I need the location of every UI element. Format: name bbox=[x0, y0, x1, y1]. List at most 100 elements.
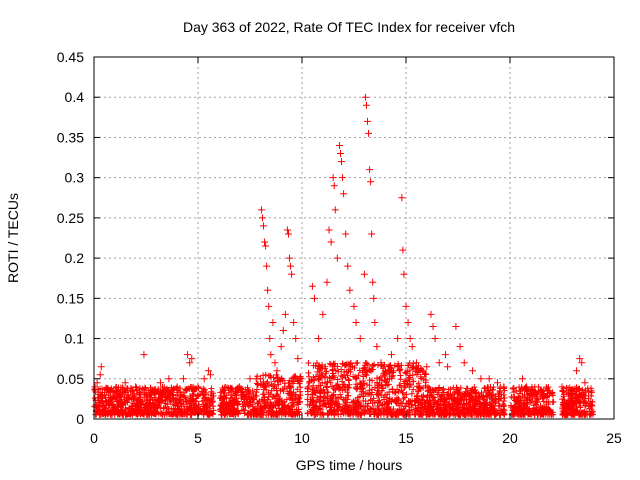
data-point bbox=[578, 359, 586, 367]
data-point bbox=[336, 150, 344, 158]
band-point bbox=[436, 385, 443, 392]
data-point bbox=[518, 375, 526, 383]
band-point bbox=[539, 395, 546, 402]
band-point bbox=[162, 386, 169, 393]
x-tick-label: 25 bbox=[606, 430, 622, 446]
band-point bbox=[164, 385, 171, 392]
band-point bbox=[228, 385, 235, 392]
band-point bbox=[378, 382, 385, 389]
band-point bbox=[289, 411, 296, 418]
x-tick-label: 20 bbox=[502, 430, 518, 446]
band-point bbox=[411, 411, 418, 418]
band-point bbox=[370, 411, 377, 418]
band-point bbox=[339, 378, 346, 385]
band-point bbox=[270, 374, 277, 381]
band-point bbox=[319, 361, 326, 368]
band-point bbox=[334, 376, 341, 383]
band-point bbox=[537, 408, 544, 415]
band-point bbox=[317, 398, 324, 405]
band-point bbox=[262, 371, 269, 378]
band-point bbox=[95, 386, 102, 393]
band-point bbox=[151, 407, 158, 414]
band-point bbox=[521, 391, 528, 398]
band-point bbox=[560, 399, 567, 406]
band-point bbox=[435, 398, 442, 405]
band-point bbox=[330, 385, 337, 392]
x-tick-labels: 0 5 10 15 20 25 bbox=[90, 430, 622, 446]
band-point bbox=[414, 368, 421, 375]
data-point bbox=[304, 383, 312, 391]
band-point bbox=[256, 398, 263, 405]
data-point bbox=[121, 379, 129, 387]
band-point bbox=[566, 404, 573, 411]
band-point bbox=[379, 377, 386, 384]
band-point bbox=[358, 388, 365, 395]
band-point bbox=[133, 384, 140, 391]
band-point bbox=[443, 406, 450, 413]
band-point bbox=[463, 405, 470, 412]
band-point bbox=[116, 411, 123, 418]
y-axis-label: ROTI / TECUs bbox=[5, 193, 21, 283]
band-point bbox=[330, 362, 337, 369]
band-point bbox=[235, 410, 242, 417]
band-point bbox=[410, 378, 417, 385]
data-point bbox=[323, 278, 331, 286]
band-point bbox=[501, 407, 508, 414]
band-point bbox=[178, 405, 185, 412]
band-point bbox=[488, 402, 495, 409]
band-point bbox=[481, 384, 488, 391]
band-point bbox=[404, 368, 411, 375]
data-point bbox=[377, 359, 385, 367]
data-point bbox=[469, 367, 477, 375]
data-point bbox=[246, 375, 254, 383]
band-point bbox=[500, 398, 507, 405]
band-point bbox=[475, 393, 482, 400]
band-point bbox=[257, 382, 264, 389]
band-point bbox=[345, 377, 352, 384]
data-point bbox=[132, 383, 140, 391]
band-point bbox=[438, 392, 445, 399]
band-point bbox=[411, 397, 418, 404]
band-point bbox=[206, 405, 213, 412]
band-point bbox=[361, 364, 368, 371]
data-point bbox=[310, 294, 318, 302]
band-point bbox=[282, 409, 289, 416]
band-point bbox=[330, 398, 337, 405]
data-point bbox=[258, 214, 266, 222]
band-point bbox=[573, 384, 580, 391]
y-tick-label: 0.25 bbox=[57, 210, 84, 226]
band-point bbox=[376, 407, 383, 414]
band-point bbox=[574, 393, 581, 400]
data-point bbox=[399, 246, 407, 254]
data-point bbox=[308, 282, 316, 290]
data-point bbox=[373, 343, 381, 351]
band-point bbox=[135, 402, 142, 409]
data-point bbox=[97, 363, 105, 371]
band-point bbox=[317, 411, 324, 418]
band-point bbox=[404, 362, 411, 369]
band-point bbox=[252, 392, 259, 399]
band-point bbox=[360, 393, 367, 400]
band-point bbox=[430, 394, 437, 401]
data-point bbox=[333, 254, 341, 262]
band-point bbox=[431, 399, 438, 406]
y-tick-label: 0.35 bbox=[57, 129, 84, 145]
band-point bbox=[194, 393, 201, 400]
band-point bbox=[341, 362, 348, 369]
data-point bbox=[271, 359, 279, 367]
band-point bbox=[364, 361, 371, 368]
band-point bbox=[381, 409, 388, 416]
band-point bbox=[190, 386, 197, 393]
band-point bbox=[331, 363, 338, 370]
band-point bbox=[497, 385, 504, 392]
band-point bbox=[161, 393, 168, 400]
band-point bbox=[441, 411, 448, 418]
band-point bbox=[418, 375, 425, 382]
band-point bbox=[589, 398, 596, 405]
data-point bbox=[400, 270, 408, 278]
data-point bbox=[294, 355, 302, 363]
y-tick-label: 0.45 bbox=[57, 49, 84, 65]
band-point bbox=[398, 407, 405, 414]
band-point bbox=[446, 410, 453, 417]
band-point bbox=[509, 411, 516, 418]
